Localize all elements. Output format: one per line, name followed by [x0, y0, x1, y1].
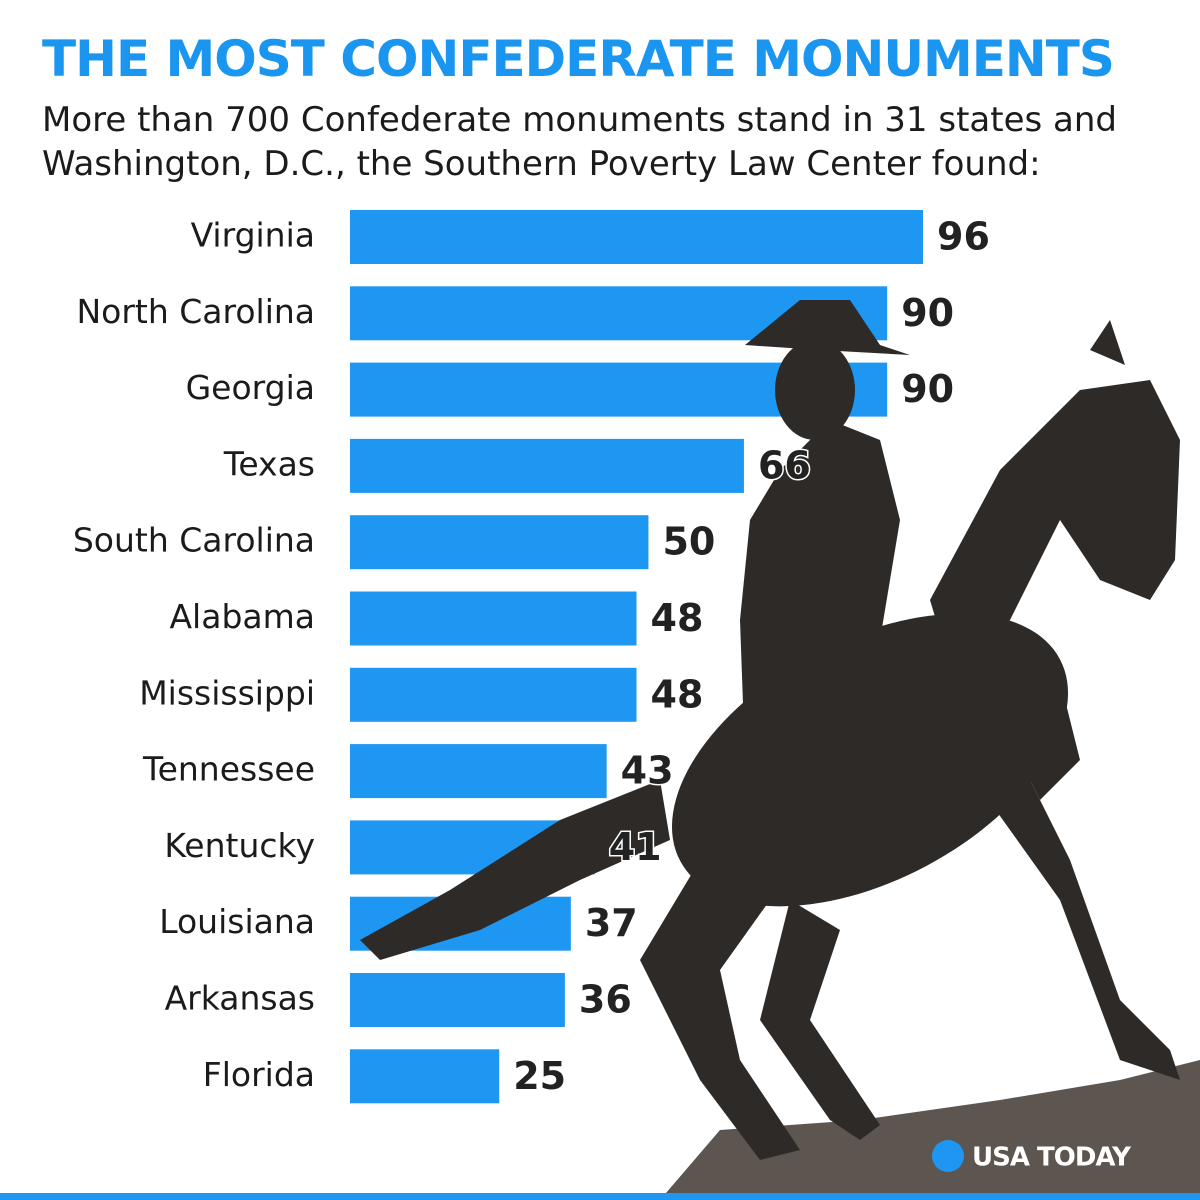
bar [350, 973, 565, 1027]
category-label: North Carolina [76, 292, 315, 331]
category-label: Kentucky [164, 826, 315, 865]
value-label: 43 [621, 749, 674, 793]
category-label: Louisiana [159, 902, 315, 941]
bar [350, 667, 637, 722]
category-label: Georgia [186, 368, 315, 407]
category-label: Virginia [191, 216, 315, 255]
category-label: Mississippi [139, 673, 315, 712]
value-label: 96 [937, 215, 990, 259]
category-label: Florida [203, 1055, 315, 1094]
value-label: 25 [513, 1054, 566, 1098]
category-label: Texas [223, 444, 315, 483]
value-label: 48 [651, 672, 704, 716]
value-label: 48 [651, 596, 704, 640]
value-label: 50 [662, 520, 715, 564]
bar [350, 591, 637, 646]
category-label: Alabama [169, 597, 315, 636]
bar [350, 1049, 500, 1104]
bar [350, 744, 607, 799]
source-logo: USA TODAY [972, 1143, 1132, 1173]
statue-illustration [360, 300, 1200, 1200]
value-label: 37 [585, 901, 638, 945]
bar [350, 210, 923, 264]
chart-title: THE MOST CONFEDERATE MONUMENTS [42, 30, 1115, 88]
chart-subtitle: More than 700 Confederate monuments stan… [42, 100, 1117, 184]
value-label: 90 [901, 367, 954, 411]
bottom-rule [0, 1193, 1200, 1200]
category-label: South Carolina [73, 521, 315, 560]
value-label: 36 [579, 978, 632, 1022]
logo-mark [932, 1140, 964, 1172]
value-label: 41 [609, 825, 662, 869]
category-label: Arkansas [165, 979, 315, 1018]
bar [350, 515, 649, 570]
bar [350, 438, 744, 493]
value-label: 90 [901, 291, 954, 335]
value-label: 66 [758, 443, 811, 487]
category-label: Tennessee [142, 750, 315, 789]
